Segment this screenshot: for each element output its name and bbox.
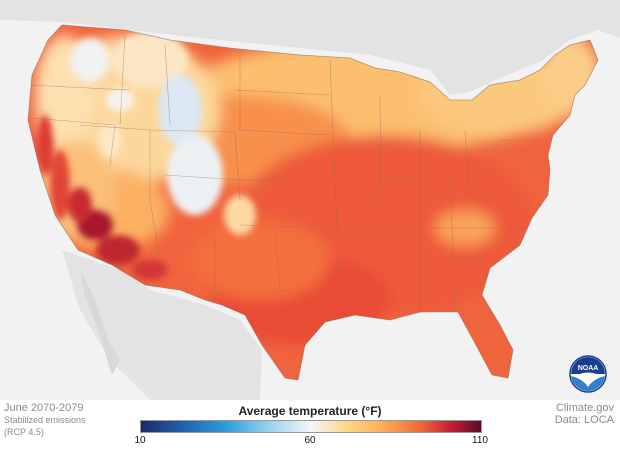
surrounding-land: [0, 0, 620, 400]
legend-tick-min: 10: [134, 435, 146, 446]
source-label: Data: LOCA: [554, 414, 614, 426]
credit-label: Climate.gov: [555, 402, 614, 414]
scenario-label: Stabilized emissions: [4, 415, 86, 425]
period-label: June 2070-2079: [4, 402, 84, 414]
legend-tick-max: 110: [472, 435, 488, 446]
legend-color-bar: [140, 420, 482, 433]
temperature-map: [0, 0, 620, 400]
legend-title: Average temperature (°F): [238, 404, 382, 418]
period-info: June 2070-2079 Stabilized emissions (RCP…: [4, 402, 86, 438]
credits: Climate.gov Data: LOCA: [555, 402, 614, 426]
noaa-logo-icon: NOAA: [569, 355, 607, 393]
state-borders: [28, 34, 540, 320]
us-outline: [27, 24, 599, 381]
legend-tick-mid: 60: [304, 435, 316, 446]
noaa-logo-text: NOAA: [578, 365, 599, 372]
scenario-sublabel: (RCP 4.5): [4, 427, 44, 437]
